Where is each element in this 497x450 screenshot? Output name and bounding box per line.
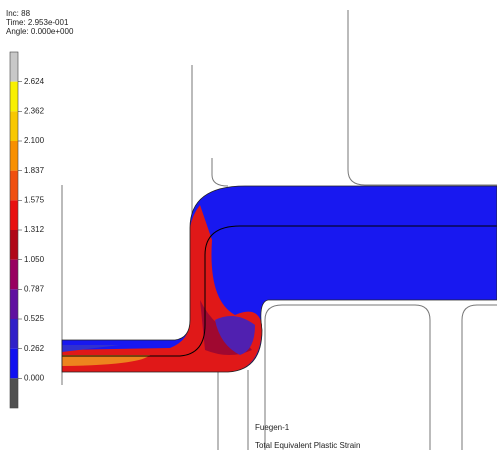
legend-label: 2.624 xyxy=(24,77,45,86)
screenshot: Inc: 88 Time: 2.953e-001 Angle: 0.000e+0… xyxy=(0,0,497,450)
workpiece xyxy=(62,186,497,372)
legend-label: 1.837 xyxy=(24,166,45,175)
legend-label: 1.312 xyxy=(24,225,45,234)
legend: 2.624 2.362 2.100 1.837 1.575 1.312 1.050 0.787… xyxy=(10,52,45,408)
legend-label: 0.262 xyxy=(24,344,45,353)
legend-swatch xyxy=(10,260,18,290)
legend-swatch xyxy=(10,82,18,112)
legend-swatch xyxy=(10,141,18,171)
legend-label: 1.575 xyxy=(24,195,45,204)
legend-swatch xyxy=(10,349,18,379)
angle: Angle: 0.000e+000 xyxy=(6,27,74,36)
legend-swatch xyxy=(10,52,18,82)
viewport: Inc: 88 Time: 2.953e-001 Angle: 0.000e+0… xyxy=(0,0,497,450)
legend-swatch xyxy=(10,230,18,260)
legend-label: 2.362 xyxy=(24,106,45,115)
legend-label: 0.000 xyxy=(24,373,45,382)
legend-swatch xyxy=(10,319,18,349)
quantity-name: Total Equivalent Plastic Strain xyxy=(255,441,360,450)
legend-swatch xyxy=(10,111,18,141)
increment: Inc: 88 xyxy=(6,9,31,18)
legend-label: 0.525 xyxy=(24,314,45,323)
legend-swatch xyxy=(10,171,18,201)
legend-swatch xyxy=(10,378,18,408)
legend-swatch xyxy=(10,289,18,319)
legend-swatch xyxy=(10,200,18,230)
job-name: Fuegen-1 xyxy=(255,423,290,432)
legend-label: 2.100 xyxy=(24,136,45,145)
legend-label: 0.787 xyxy=(24,284,45,293)
time: Time: 2.953e-001 xyxy=(6,18,69,27)
legend-label: 1.050 xyxy=(24,255,45,264)
